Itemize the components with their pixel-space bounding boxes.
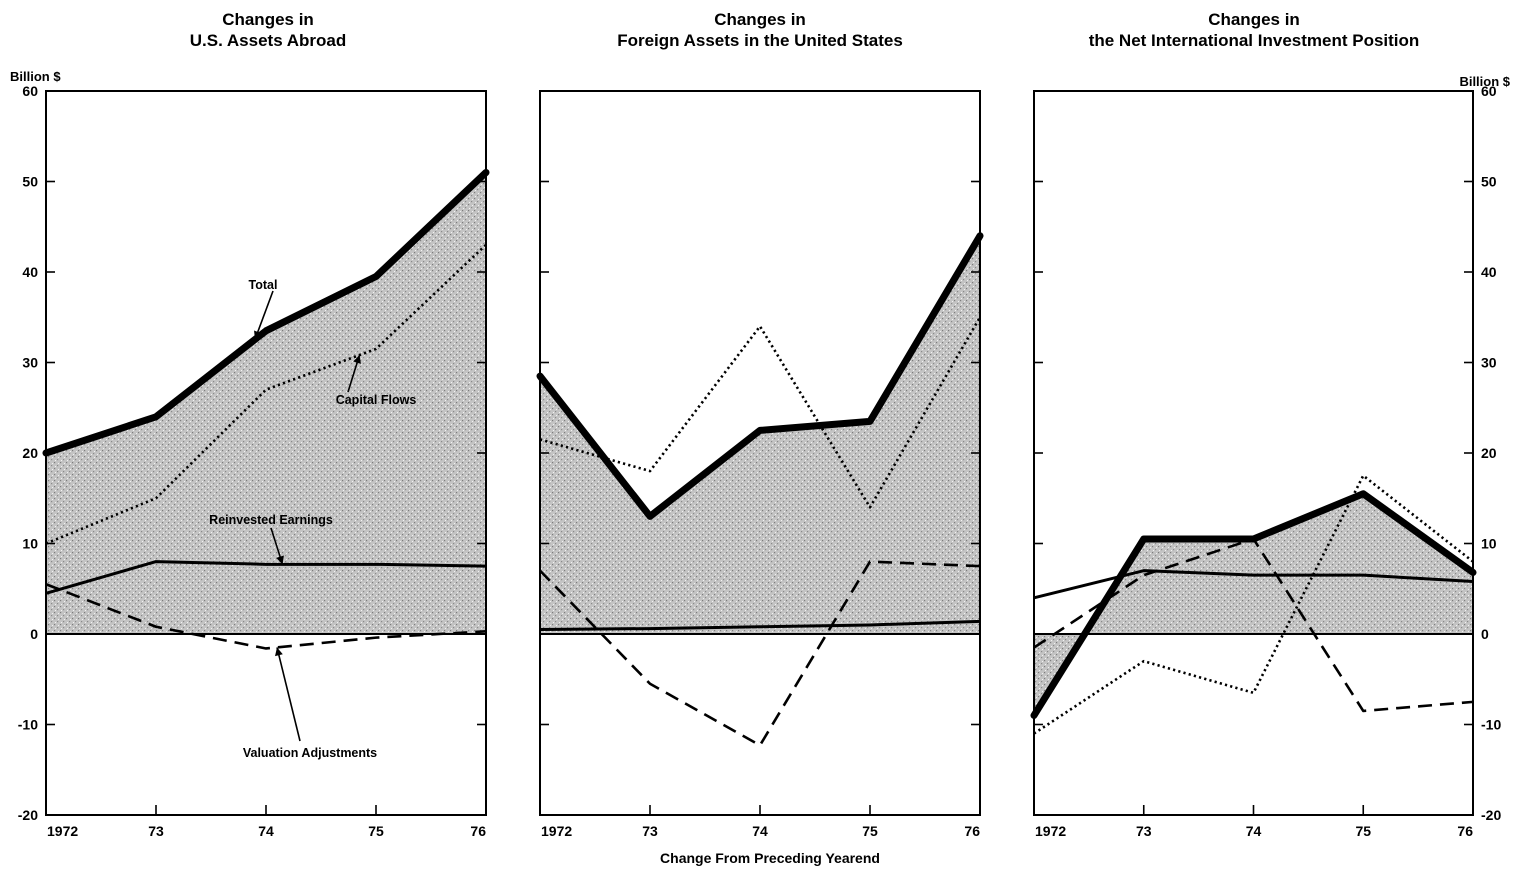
panel-1-xtick-label: 1972 [47, 823, 78, 839]
panel-1-ytick-label: 10 [22, 536, 38, 552]
panel-2-xtick-label: 74 [752, 823, 768, 839]
panel-2-title-line-2: Foreign Assets in the United States [617, 31, 903, 50]
annotation-arrowhead [254, 330, 262, 340]
annotation-valuation-adjustments: Valuation Adjustments [243, 746, 377, 760]
panel-2-series-reinvested-earnings [539, 619, 981, 631]
panel-3-ytick-label: 60 [1481, 83, 1497, 99]
panel-2-series-capital-flows [539, 316, 982, 509]
panel-2-series-total [536, 232, 984, 520]
panel-3-title-line-1: Changes in [1208, 10, 1300, 29]
panel-1-series-valuation-adjustments [45, 583, 487, 650]
panel-3-series-capital-flows [1033, 474, 1474, 735]
panel-2-total-shaded-area [540, 235, 980, 635]
panel-1-ylabel: Billion $ [10, 69, 61, 84]
panel-3-xtick-label: 73 [1136, 823, 1152, 839]
panel-1-ytick-label: 40 [22, 264, 38, 280]
panel-3-title-line-2: the Net International Investment Positio… [1089, 31, 1420, 50]
panel-2-xtick-label: 75 [862, 823, 878, 839]
panel-1-ytick-label: 20 [22, 445, 38, 461]
panel-1-xtick-label: 73 [148, 823, 164, 839]
panel-1-series-total [42, 168, 490, 457]
panel-1-series-reinvested-earnings [45, 560, 487, 595]
panel-1-ytick-label: -10 [18, 717, 38, 733]
panel-3-ytick-label: 0 [1481, 626, 1489, 642]
panel-1-ytick-label: -20 [18, 807, 38, 823]
panel-3-series-reinvested-earnings [1033, 569, 1474, 600]
panel-1-xtick-label: 74 [258, 823, 274, 839]
panel-1-ytick-label: 0 [30, 626, 38, 642]
panel-1-ytick-label: 50 [22, 174, 38, 190]
panel-3-ytick-label: 30 [1481, 355, 1497, 371]
annotation-leader [276, 647, 301, 742]
panel-2-xtick-label: 76 [964, 823, 980, 839]
panel-3-ytick-label: 10 [1481, 536, 1497, 552]
annotation-reinvested-earnings: Reinvested Earnings [209, 513, 333, 527]
panel-3-ytick-label: 50 [1481, 174, 1497, 190]
annotation-capital-flows: Capital Flows [336, 393, 417, 407]
panel-3-ytick-label: -20 [1481, 807, 1501, 823]
panel-2-title-line-1: Changes in [714, 10, 806, 29]
panel-3-xtick-label: 74 [1246, 823, 1262, 839]
annotation-arrowhead [276, 555, 284, 565]
panel-3-xtick-label: 75 [1355, 823, 1371, 839]
panel-1-title-line-1: Changes in [222, 10, 314, 29]
panel-3-ylabel: Billion $ [1459, 74, 1510, 89]
panel-3-ytick-label: 20 [1481, 445, 1497, 461]
footer-caption: Change From Preceding Yearend [660, 850, 880, 866]
panel-1-total-shaded-area [46, 172, 486, 634]
panel-3-series-total [1030, 490, 1477, 719]
panel-1-ytick-label: 60 [22, 83, 38, 99]
panel-2-series-valuation-adjustments [539, 560, 981, 747]
annotation-leader [254, 290, 274, 340]
panel-3-total-shaded-area [1034, 493, 1473, 716]
panel-1-ytick-label: 30 [22, 355, 38, 371]
panel-2-xtick-label: 1972 [541, 823, 572, 839]
panel-3-ytick-label: 40 [1481, 264, 1497, 280]
panel-3-ytick-label: -10 [1481, 717, 1501, 733]
panel-1-title-line-2: U.S. Assets Abroad [190, 31, 347, 50]
panel-3-xtick-label: 1972 [1035, 823, 1066, 839]
annotation-arrowhead [353, 355, 361, 364]
panel-2-xtick-label: 73 [642, 823, 658, 839]
panel-3-xtick-label: 76 [1457, 823, 1473, 839]
annotation-arrowhead [275, 647, 283, 657]
panel-1-xtick-label: 75 [368, 823, 384, 839]
panel-1-xtick-label: 76 [470, 823, 486, 839]
annotation-total: Total [249, 278, 278, 292]
